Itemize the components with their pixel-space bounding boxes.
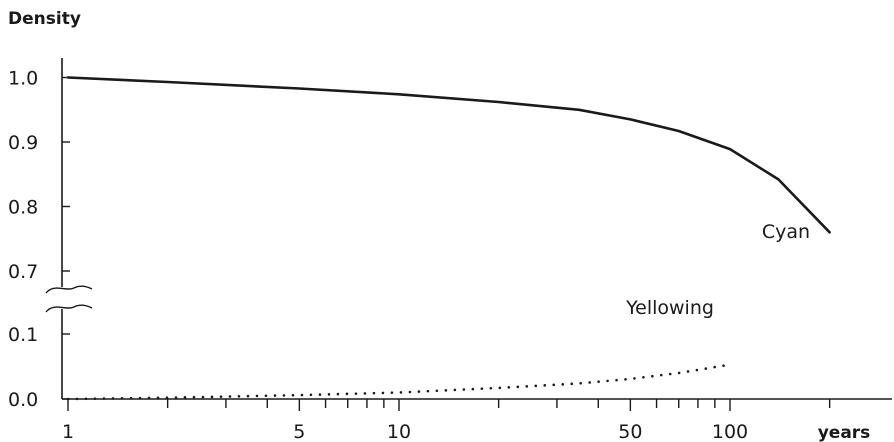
x-tick-label: 50: [618, 421, 642, 442]
axis-break-mark-upper: [45, 285, 93, 294]
axes: [61, 58, 892, 400]
x-axis-title: years: [818, 423, 871, 442]
axis-break-mark-lower: [45, 304, 93, 313]
axis-break: [45, 285, 93, 313]
x-tick-label: 100: [712, 421, 748, 442]
y-tick-label: 0.7: [8, 261, 38, 283]
series-line-yellowing: [66, 363, 732, 401]
series-layer: Cyan Yellowing: [66, 76, 831, 401]
y-tick-label: 0.1: [8, 324, 38, 346]
y-tick-label: 0.0: [8, 389, 38, 411]
x-tick-label: 1: [62, 421, 74, 442]
series-label-yellowing: Yellowing: [625, 297, 714, 319]
y-tick-label: 0.9: [8, 132, 38, 154]
y-tick-label: 0.8: [8, 197, 38, 219]
y-ticks: 0.0 0.1 0.7 0.8 0.9 1.0: [8, 68, 70, 411]
x-ticks: 1 5 10 50 100: [62, 399, 831, 442]
axis-break-gap: [59, 287, 65, 309]
x-tick-label: 5: [293, 421, 305, 442]
series-line-cyan: [66, 76, 831, 234]
y-axis-title: Density: [8, 9, 81, 29]
x-tick-label: 10: [387, 421, 411, 442]
y-tick-label: 1.0: [8, 68, 38, 90]
series-label-cyan: Cyan: [762, 221, 810, 243]
